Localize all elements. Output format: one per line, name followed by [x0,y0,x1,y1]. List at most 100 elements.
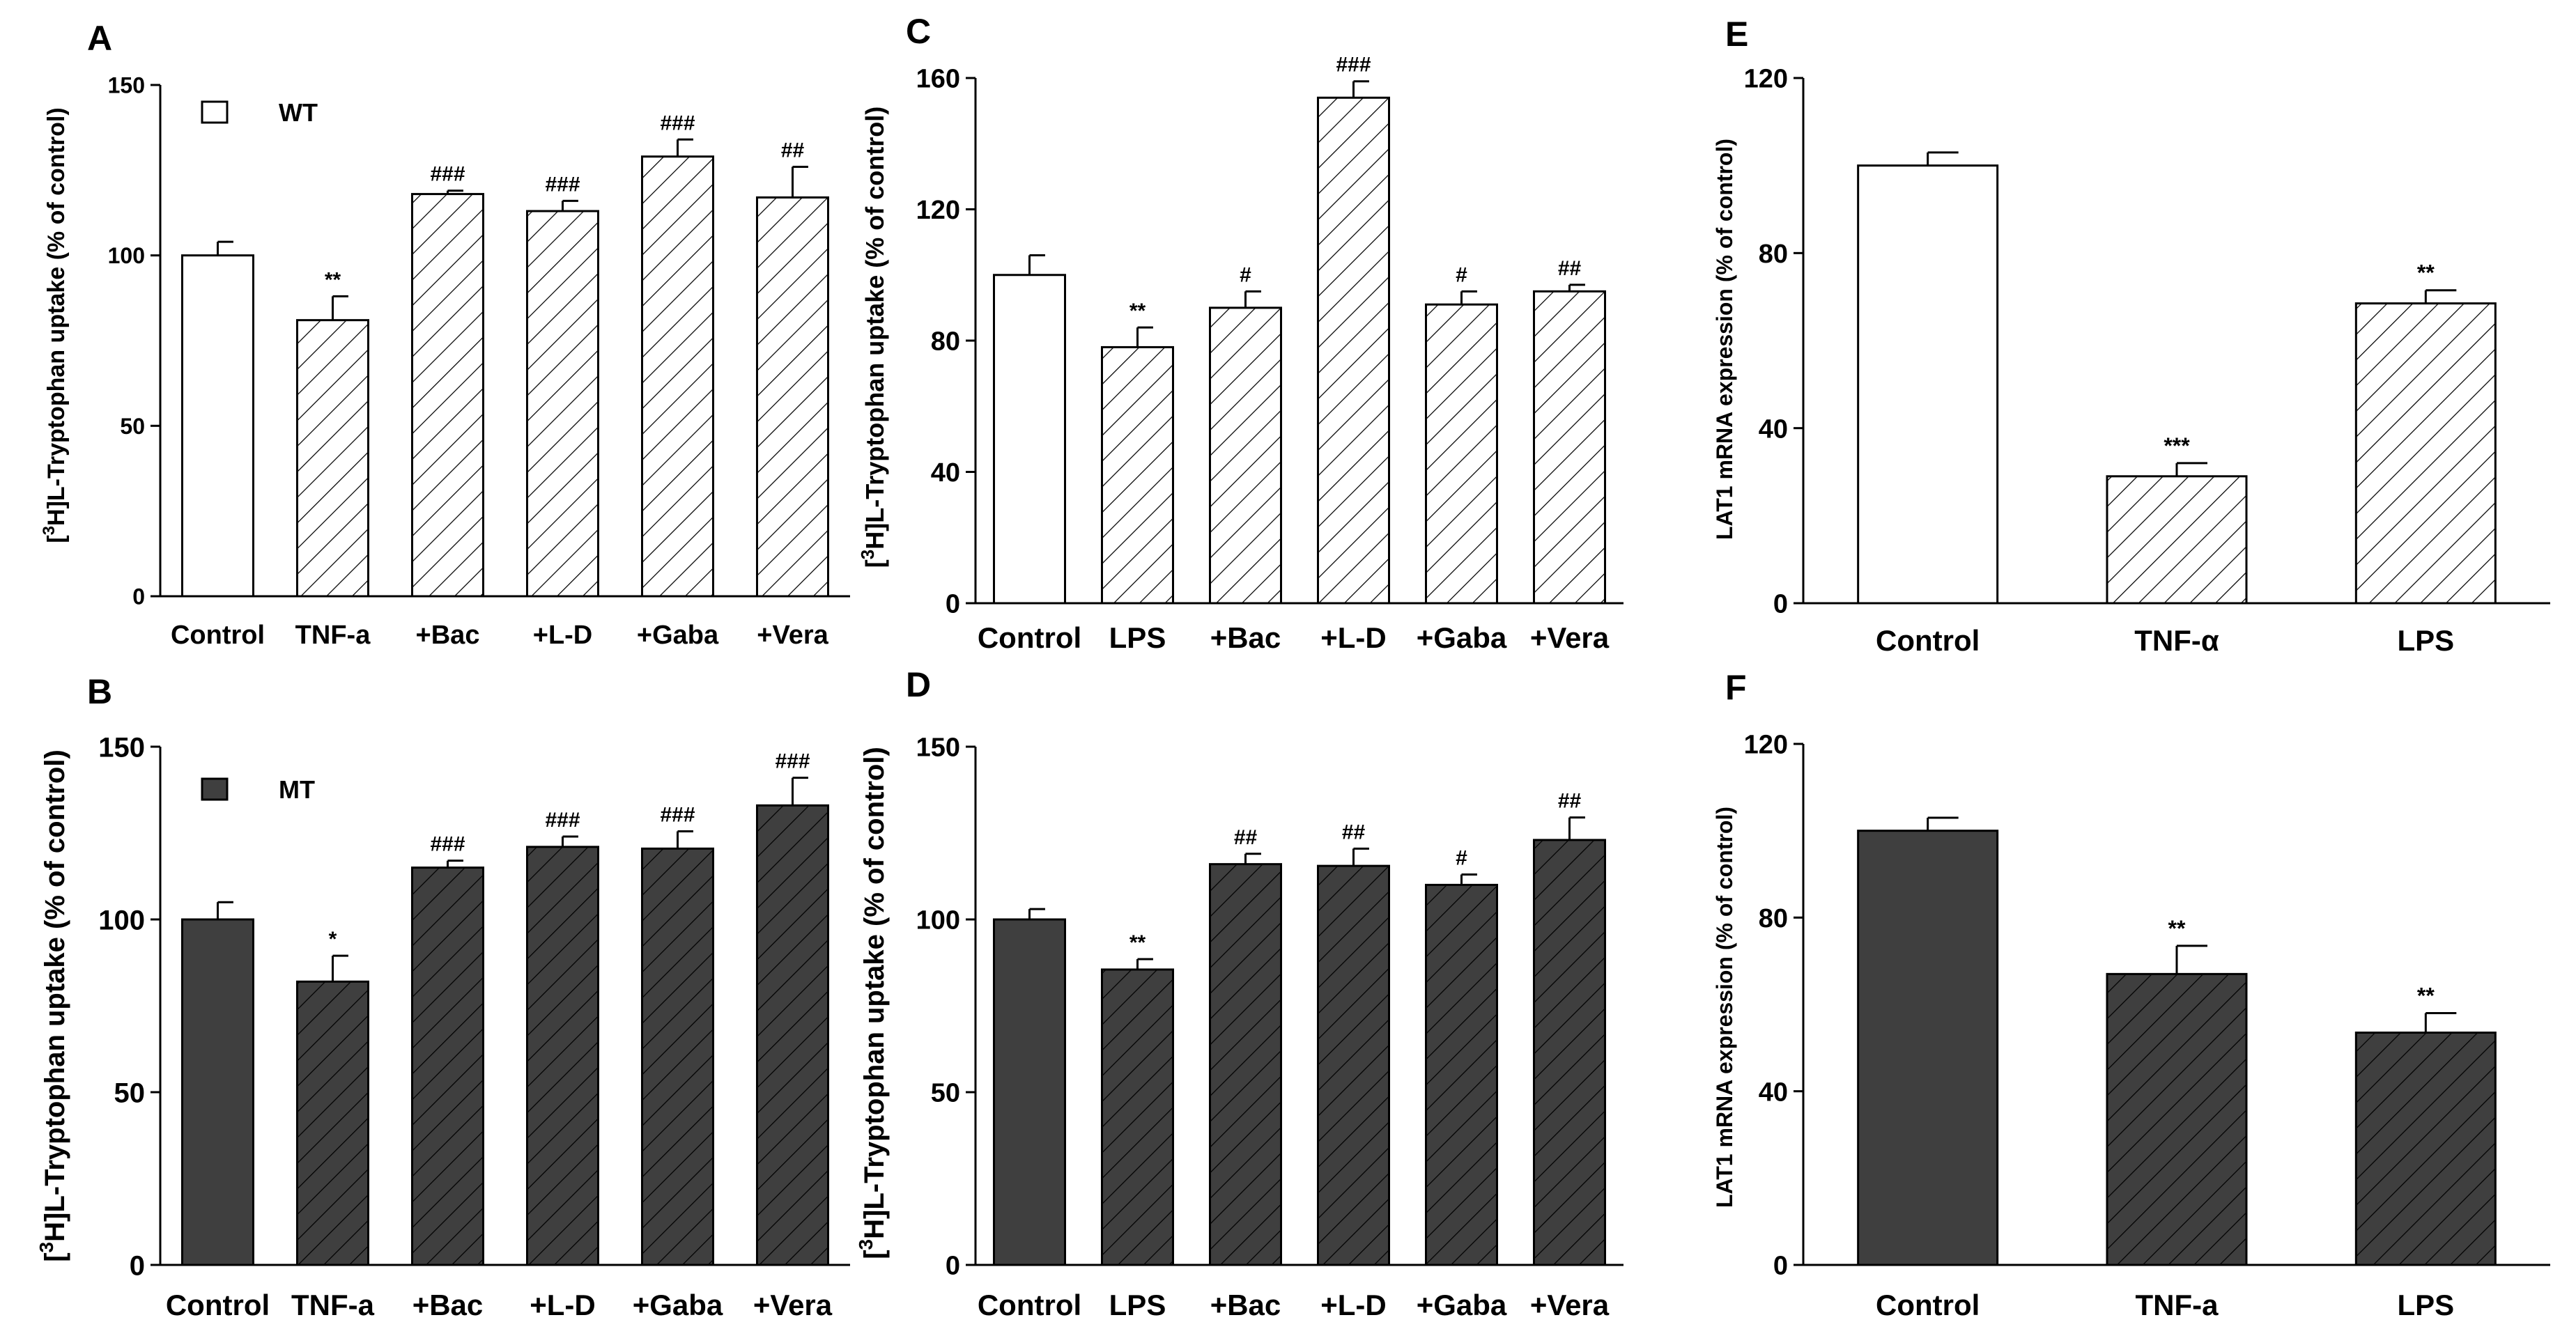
y-axis-label: [3H]L-Tryptophan uptake (% of control) [40,107,70,543]
y-label-sup: 3 [36,1242,57,1253]
y-axis-label: LAT1 mRNA expression (% of control) [1712,807,1737,1208]
panel-label: C [906,12,931,51]
y-tick-label: 40 [1759,414,1788,444]
y-tick-label: 0 [132,584,145,609]
plot-area: 0 40 80 120 Control ** TNF-a ** LPS [1744,731,2550,1321]
category-label: Control [166,1289,270,1321]
significance-label: # [1240,263,1251,286]
category-label: +Gaba [633,1289,723,1321]
category-label: +L-D [530,1289,596,1321]
bar [1425,303,1498,605]
bar [1317,96,1390,605]
bar [181,918,254,1266]
category-label: LPS [2397,1289,2454,1321]
significance-label: ## [1558,257,1582,280]
bar [411,193,484,598]
significance-label: ** [2417,983,2435,1008]
significance-label: ### [775,750,810,773]
y-tick-label: 150 [98,732,145,763]
y-tick-label: 0 [946,590,960,619]
category-label: TNF-α [2134,624,2219,657]
category-label: +Vera [1530,621,1610,654]
category-label: LPS [2397,624,2454,657]
y-label-post: H]L-Tryptophan uptake (% of control) [40,749,70,1242]
y-tick-label: 120 [916,196,960,225]
significance-label: ### [430,163,465,186]
category-label: +Vera [1530,1289,1610,1321]
significance-label: ### [545,173,580,196]
bar [2354,302,2497,605]
panel-c: C [3H]L-Tryptophan uptake (% of control)… [857,12,1624,654]
y-label-sup: 3 [855,1239,877,1250]
y-label-pre: [ [861,559,889,568]
bar [756,196,829,598]
significance-label: ### [660,804,695,827]
legend-swatch-mt [201,777,229,801]
category-label: TNF-a [295,621,371,650]
y-tick-label: 40 [1759,1078,1788,1107]
y-axis-label: [3H]L-Tryptophan uptake (% of control) [36,749,70,1262]
panel-f: F LAT1 mRNA expression (% of control) 0 4… [1712,668,2550,1321]
bar [526,846,599,1266]
bar [2354,1032,2497,1266]
bar [1101,345,1174,605]
category-label: LPS [1109,621,1166,654]
category-label: +Bac [1210,1289,1281,1321]
bar [1857,164,1999,605]
y-tick-label: 50 [114,1078,146,1108]
y-tick-label: 100 [108,243,145,268]
panel-label: F [1725,668,1747,707]
significance-label: ## [781,139,805,162]
bar [756,804,829,1266]
panel-label: D [906,665,931,704]
y-axis-label: LAT1 mRNA expression (% of control) [1712,139,1737,540]
category-label: TNF-a [291,1289,375,1321]
bar [641,847,714,1266]
category-label: Control [1876,1289,1980,1321]
significance-label: *** [2164,433,2190,458]
bar [1533,839,1606,1266]
bar [296,980,369,1266]
bar [993,274,1066,605]
significance-label: ** [2168,916,2186,941]
bar [1425,883,1498,1266]
significance-label: ** [2417,261,2435,286]
y-tick-label: 100 [98,905,145,935]
panel-label: A [87,19,112,58]
y-tick-label: 120 [1744,731,1788,760]
plot-area: 0 40 80 120 160 Control ** LPS # +Bac ### +L-D # +Gab… [916,54,1624,654]
panel-label: E [1725,15,1748,54]
y-tick-label: 120 [1744,65,1788,94]
category-label: Control [1876,624,1980,657]
y-tick-label: 0 [946,1252,960,1281]
plot-area: 050100150Control**TNF-a###+Bac###+L-D###… [108,73,850,650]
bar [181,254,254,598]
y-label-pre: [ [43,535,70,543]
category-label: +Bac [1210,621,1281,654]
y-tick-label: 150 [916,733,960,763]
significance-label: ### [545,809,580,832]
bar [993,918,1066,1266]
legend-label: MT [279,775,315,804]
significance-label: ## [1558,790,1582,813]
category-label: Control [978,621,1081,654]
significance-label: ### [660,111,695,134]
bar [1101,968,1174,1266]
bar [411,866,484,1266]
bar [296,319,369,598]
panel-e: E LAT1 mRNA expression (% of control) 0 4… [1712,15,2550,657]
category-label: +Gaba [1417,1289,1507,1321]
category-label: +Vera [753,1289,833,1321]
significance-label: * [329,928,337,951]
y-label-sup: 3 [857,550,878,559]
category-label: +Gaba [637,621,719,650]
significance-label: ** [1129,300,1146,322]
significance-label: ** [325,268,341,291]
y-tick-label: 40 [931,458,960,488]
significance-label: # [1456,263,1467,286]
category-label: +L-D [1320,1289,1387,1321]
y-axis-label: [3H]L-Tryptophan uptake (% of control) [855,747,890,1259]
bar [641,155,714,598]
significance-label: ** [1129,931,1146,954]
category-label: +Bac [412,1289,484,1321]
